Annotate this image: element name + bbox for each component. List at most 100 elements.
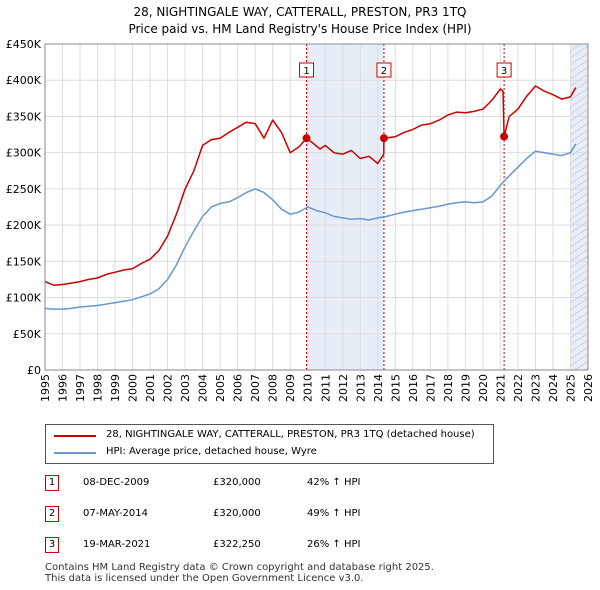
- transaction-date: 19-MAR-2021: [83, 539, 151, 550]
- hatch-line: [570, 199, 589, 213]
- hatch-line: [573, 360, 589, 370]
- annotation-label: 1: [303, 66, 309, 77]
- hatch-line: [570, 122, 589, 136]
- legend-price-label: 28, NIGHTINGALE WAY, CATTERALL, PRESTON,…: [106, 429, 475, 440]
- hatch-line: [570, 45, 589, 59]
- chart-subtitle: Price paid vs. HM Land Registry's House …: [128, 22, 472, 36]
- x-tick-label: 2006: [232, 374, 245, 402]
- x-tick-label: 2016: [407, 374, 420, 402]
- hatch-line: [570, 339, 589, 353]
- x-tick-label: 2019: [459, 374, 472, 402]
- x-tick-label: 2011: [319, 374, 332, 402]
- transaction-row: 1 08-DEC-2009 £320,000 42% ↑ HPI: [45, 474, 405, 494]
- x-tick-label: 2017: [424, 374, 437, 402]
- hatch-line: [570, 192, 589, 206]
- x-tick-label: 2002: [162, 374, 175, 402]
- x-tick-label: 2026: [582, 374, 595, 402]
- hatch-line: [570, 143, 589, 157]
- hatch-line: [570, 290, 589, 304]
- x-tick-label: 2023: [529, 374, 542, 402]
- x-tick-label: 2008: [267, 374, 280, 402]
- hatch-line: [570, 318, 589, 332]
- hatch-line: [570, 297, 589, 311]
- chart-title: 28, NIGHTINGALE WAY, CATTERALL, PRESTON,…: [133, 5, 467, 19]
- hatch-line: [570, 157, 589, 171]
- x-tick-label: 2004: [197, 374, 210, 402]
- y-tick-label: £150K: [6, 255, 42, 268]
- x-tick-label: 2005: [214, 374, 227, 402]
- price-paid-line: [44, 85, 577, 286]
- hatch-line: [570, 206, 589, 220]
- transaction-date: 07-MAY-2014: [83, 508, 149, 519]
- hatch-line: [570, 171, 589, 185]
- transaction-date: 08-DEC-2009: [83, 477, 150, 488]
- hatch-line: [570, 44, 572, 45]
- hatch-line: [570, 115, 589, 129]
- hpi-line: [44, 143, 577, 310]
- x-tick-label: 1998: [92, 374, 105, 402]
- legend-price-swatch: [54, 435, 96, 437]
- hatch-line: [570, 59, 589, 73]
- x-tick-label: 2013: [354, 374, 367, 402]
- hatch-line: [570, 185, 589, 199]
- y-tick-label: £250K: [6, 183, 42, 196]
- hatch-line: [570, 304, 589, 318]
- x-tick-label: 1995: [39, 374, 52, 402]
- annotation-badge: [376, 62, 392, 78]
- transaction-hpi: 49% ↑ HPI: [307, 508, 361, 519]
- hatch-line: [570, 311, 589, 325]
- y-tick-label: £400K: [6, 74, 42, 87]
- x-tick-label: 2018: [442, 374, 455, 402]
- hatch-line: [570, 325, 589, 339]
- chart-legend: 28, NIGHTINGALE WAY, CATTERALL, PRESTON,…: [45, 424, 494, 464]
- hatch-line: [570, 332, 589, 346]
- hatch-line: [570, 269, 589, 283]
- y-tick-label: £0: [27, 364, 41, 377]
- x-tick-label: 2012: [337, 374, 350, 402]
- sale-point-marker: [302, 134, 311, 143]
- x-tick-label: 2022: [512, 374, 525, 402]
- hatch-line: [570, 108, 589, 122]
- y-tick-label: £100K: [6, 292, 42, 305]
- shaded-range: [306, 44, 384, 370]
- x-tick-label: 1997: [74, 374, 87, 402]
- hatch-line: [570, 52, 589, 66]
- x-tick-label: 2021: [494, 374, 507, 402]
- annotation-label: 2: [381, 66, 387, 77]
- x-tick-label: 2000: [127, 374, 140, 402]
- x-tick-label: 2025: [564, 374, 577, 402]
- footer-copyright: Contains HM Land Registry data © Crown c…: [45, 562, 434, 573]
- x-tick-label: 2020: [477, 374, 490, 402]
- annotation-label: 3: [501, 66, 507, 77]
- x-tick-label: 2001: [144, 374, 157, 402]
- x-tick-label: 1996: [57, 374, 70, 402]
- hatch-line: [570, 220, 589, 234]
- transaction-price: £322,250: [213, 539, 261, 550]
- price-chart: 1 2 3 £0 £50K £100K £150K £200K £250K £300K £350K…: [6, 38, 595, 402]
- hatch-line: [570, 129, 589, 143]
- x-tick-label: 2010: [302, 374, 315, 402]
- x-tick-label: 2007: [249, 374, 262, 402]
- hatch-line: [570, 255, 589, 269]
- transaction-badge: 1: [45, 475, 59, 491]
- x-tick-label: 1999: [109, 374, 122, 402]
- y-tick-label: £50K: [13, 328, 42, 341]
- footer-licence: This data is licensed under the Open Gov…: [45, 573, 364, 584]
- sale-point-marker: [500, 132, 509, 141]
- legend-hpi-label: HPI: Average price, detached house, Wyre: [106, 446, 317, 457]
- transaction-row: 2 07-MAY-2014 £320,000 49% ↑ HPI: [45, 505, 405, 525]
- x-tick-label: 2003: [179, 374, 192, 402]
- hatch-line: [570, 164, 589, 178]
- transaction-hpi: 26% ↑ HPI: [307, 539, 361, 550]
- hatch-line: [570, 66, 589, 80]
- transaction-hpi: 42% ↑ HPI: [307, 477, 361, 488]
- hatch-line: [570, 353, 589, 367]
- hatch-line: [570, 44, 582, 52]
- hatch-line: [570, 87, 589, 101]
- transaction-badge: 3: [45, 537, 59, 553]
- hatch-line: [570, 276, 589, 290]
- hatch-line: [570, 346, 589, 360]
- plot-frame: [44, 43, 589, 371]
- x-tick-label: 2009: [284, 374, 297, 402]
- annotation-badge: [299, 62, 315, 78]
